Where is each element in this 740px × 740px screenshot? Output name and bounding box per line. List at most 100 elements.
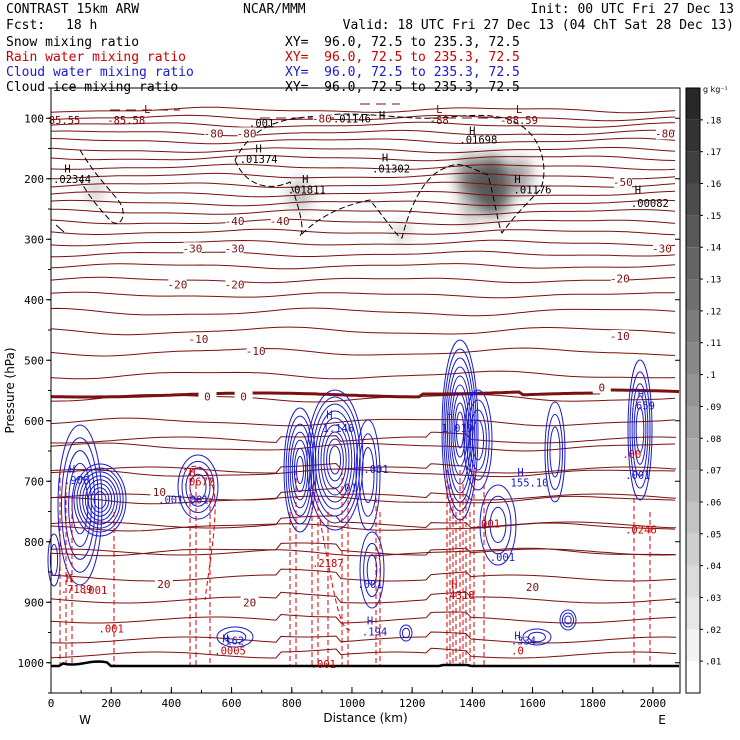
colorbar-cell xyxy=(686,374,700,407)
colorbar-label: .01 xyxy=(705,658,721,668)
isotherm-label: -40 xyxy=(225,215,245,228)
cloud-water-contour xyxy=(522,628,552,646)
isotherm xyxy=(50,591,677,604)
isotherm-label: -80 xyxy=(312,112,332,125)
isotherm xyxy=(50,163,676,171)
isotherm xyxy=(50,522,676,532)
colorbar-cell xyxy=(686,406,700,439)
isotherm xyxy=(50,326,676,336)
extremum-label: .0 xyxy=(511,646,524,658)
cloud-water-contour xyxy=(93,491,107,509)
cloud-water-contour xyxy=(627,359,653,501)
cloud-water-contour xyxy=(463,389,493,491)
colorbar-cell xyxy=(686,183,700,216)
cloud-water-contour xyxy=(49,543,59,577)
extremum-label: H xyxy=(367,615,373,627)
isotherm xyxy=(50,137,676,145)
extremum-label: -88 xyxy=(430,115,449,127)
isotherm xyxy=(50,121,675,128)
x-tick-label: 1600 xyxy=(519,697,546,710)
cloud-water-contour xyxy=(185,467,211,507)
extremum-label: .4318 xyxy=(443,590,475,602)
isotherm-label-bg xyxy=(610,272,629,285)
extremum-label: .001 xyxy=(475,519,500,531)
rain-water-contour xyxy=(319,519,351,631)
colorbar-cell xyxy=(686,342,700,375)
cloud-water-contour xyxy=(549,426,561,478)
cloud-water-contour xyxy=(320,424,350,496)
extremum-label: .001 xyxy=(490,552,515,564)
extremum-label: H xyxy=(517,467,523,479)
colorbar-cell xyxy=(686,661,700,693)
isotherm-label: 0 xyxy=(240,391,247,404)
cloud-water-contour xyxy=(561,612,575,628)
snow-shading xyxy=(86,155,532,244)
colorbar-cell xyxy=(686,88,700,120)
extremum-label: H xyxy=(222,634,228,646)
cloud-water-contour xyxy=(76,467,124,533)
cloud-water-contour xyxy=(223,630,247,644)
ice-contour xyxy=(55,224,65,233)
isotherm-label: -80 xyxy=(655,127,675,140)
cloud-water-contour xyxy=(629,371,651,489)
cloud-water-contour xyxy=(547,414,563,490)
cloud-water-contour xyxy=(355,419,381,531)
isotherm-label: -40 xyxy=(270,215,290,228)
colorbar-label: .1 xyxy=(705,371,716,381)
colorbar-cell xyxy=(686,247,700,280)
colorbar-cell xyxy=(686,310,700,343)
extremum-label: H xyxy=(514,631,520,643)
cloud-water-contour xyxy=(68,462,92,548)
cloud-water-contour xyxy=(323,431,347,489)
extremum-label: .00 xyxy=(622,449,641,461)
isotherm-label-bg xyxy=(655,127,674,140)
colorbar-cell xyxy=(686,470,700,502)
isotherm-label: 20 xyxy=(243,596,256,609)
colorbar-label: .03 xyxy=(705,594,721,604)
colorbar-label: .07 xyxy=(705,467,721,477)
isotherm xyxy=(50,190,676,198)
isotherm xyxy=(50,442,676,452)
extremum-label: .0005 xyxy=(214,646,246,658)
isotherm xyxy=(50,417,676,427)
extremum-label: .0672 xyxy=(183,476,215,488)
cloud-water-contour xyxy=(454,402,466,458)
extremum-label: .334 xyxy=(511,635,536,647)
extremum-label: 1.146 xyxy=(323,423,355,435)
isotherm-label-bg xyxy=(225,278,244,291)
cloud-water-contour xyxy=(471,419,485,461)
cloud-water-contour xyxy=(73,463,127,537)
isotherm-label-bg xyxy=(204,127,223,140)
x-tick-label: 0 xyxy=(48,697,55,710)
isotherm-label-bg xyxy=(652,242,671,255)
extremum-label: 1.019 xyxy=(441,423,473,435)
east-endpoint-label: E xyxy=(658,713,666,727)
isotherm-label: -10 xyxy=(610,330,630,343)
cloud-water-contour xyxy=(358,433,378,517)
isotherm-label: -50 xyxy=(613,176,633,189)
extremum-label: .01374 xyxy=(240,154,278,166)
colorbar-label: .14 xyxy=(705,244,721,254)
y-tick-label: 400 xyxy=(24,294,44,307)
isotherm-label: -30 xyxy=(183,242,203,255)
x-tick-label: 1400 xyxy=(459,697,486,710)
extremum-label: .001 xyxy=(625,470,650,482)
isotherm xyxy=(51,495,676,505)
isotherm xyxy=(51,172,676,180)
extremum-label: .0246 xyxy=(625,525,657,537)
temperature-contours xyxy=(50,103,680,659)
colorbar-label: .12 xyxy=(705,307,721,317)
extremum-label: H xyxy=(302,174,308,186)
cloud-water-contour xyxy=(635,407,645,453)
isotherm xyxy=(50,276,676,284)
isotherm xyxy=(50,307,676,317)
extremum-label: .001 xyxy=(357,579,382,591)
isotherm xyxy=(50,370,676,380)
extremum-label: .01698 xyxy=(459,134,497,146)
model-title: CONTRAST 15km ARW xyxy=(6,2,140,17)
field-rain-name: Rain water mixing ratio xyxy=(6,50,187,65)
extremum-label: .906 xyxy=(64,475,89,487)
extremum-label: H xyxy=(69,464,75,476)
x-tick-label: 800 xyxy=(282,697,302,710)
cloud-water-contour xyxy=(455,411,465,449)
